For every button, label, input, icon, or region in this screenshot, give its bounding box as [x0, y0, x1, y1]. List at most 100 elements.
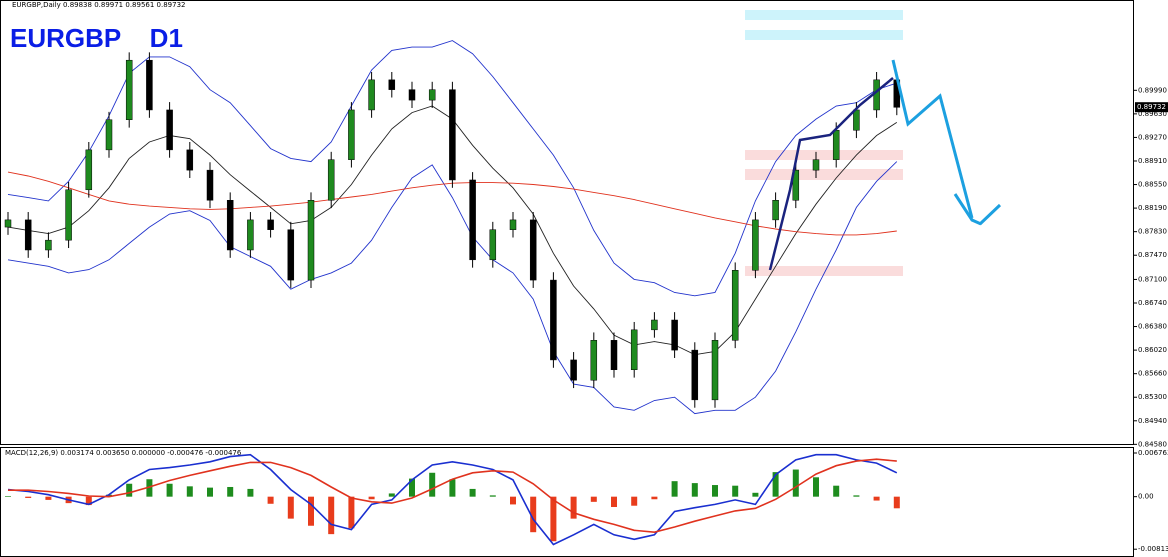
candle-body [146, 59, 153, 111]
histogram-bar [570, 496, 577, 519]
histogram-bar [590, 496, 597, 502]
candle-body [186, 149, 194, 171]
candle-body [873, 79, 880, 111]
candle-body [752, 219, 759, 271]
histogram-bar [247, 488, 254, 497]
candle-body [630, 329, 638, 370]
histogram-bar [691, 483, 698, 497]
candle-body [731, 270, 739, 341]
candle-body [287, 229, 295, 281]
histogram-bar [651, 496, 658, 500]
indicator-line [7, 40, 897, 297]
candle-body [45, 239, 52, 251]
y-tick-label: 0.87470 [1138, 251, 1167, 259]
candle-body [166, 109, 173, 151]
candle-body [4, 219, 12, 228]
zone [745, 266, 903, 276]
histogram-bar [611, 496, 617, 508]
y-tick-label: 0.88550 [1138, 181, 1167, 189]
histogram-bar [25, 496, 32, 498]
histogram-bar [671, 481, 678, 497]
histogram-bar [550, 496, 557, 542]
histogram-bar [631, 496, 638, 506]
histogram-bar [429, 472, 436, 497]
zone [745, 150, 903, 160]
price-label-bg [1135, 102, 1168, 113]
candle-body [307, 200, 315, 281]
histogram-bar [227, 486, 234, 497]
candle-body [449, 89, 456, 181]
candle-body [348, 109, 355, 160]
candle-body [206, 169, 214, 201]
candle-body [651, 319, 658, 331]
price-label: 0.89732 [1137, 103, 1166, 111]
histogram-bar [792, 469, 799, 497]
plot: 0.89990 0.89630 0.89270 0.88910 0.88550 0.881… [4, 40, 1168, 553]
histogram-bar [752, 492, 759, 497]
y-tick-label: 0.89270 [1138, 133, 1167, 141]
macd-header: MACD(12,26,9) 0.003174 0.003650 0.000000… [5, 449, 242, 457]
histogram-bar [409, 478, 415, 497]
y-tick-label: 0.86380 [1138, 323, 1167, 331]
candle-body [610, 340, 618, 370]
indicator-line [8, 458, 897, 534]
histogram-bar [449, 479, 456, 497]
candle-body [267, 219, 274, 230]
candle-body [408, 89, 416, 101]
histogram-bar [267, 496, 274, 504]
histogram-bar [873, 496, 880, 501]
histogram-bar [732, 485, 739, 497]
histogram-bar [5, 496, 11, 497]
candle-body [226, 200, 234, 251]
arrow-head [953, 193, 1002, 226]
candle-body [247, 219, 254, 251]
candle-body [85, 149, 93, 191]
histogram-bar [893, 496, 900, 509]
candle-body [792, 169, 800, 201]
candle-body [691, 349, 699, 401]
candle-body [105, 119, 113, 151]
candle-body [853, 109, 860, 131]
forecast-arrow [891, 59, 974, 219]
candle-body [671, 319, 678, 351]
candle-body [368, 79, 375, 111]
histogram-bar [85, 496, 92, 506]
y-tick-label: 0.87100 [1138, 275, 1167, 283]
price-panel [0, 0, 1134, 445]
y-tick-label: -0.008134 [1138, 545, 1168, 553]
indicator-line [7, 161, 898, 415]
y-tick-label: 0.86740 [1138, 299, 1167, 307]
y-tick-label: 0.88910 [1138, 157, 1167, 165]
candle-body [327, 159, 335, 201]
annotations [768, 59, 1002, 271]
zone [745, 30, 903, 40]
histogram-bar [166, 483, 173, 497]
candle-body [550, 279, 557, 361]
price-header: EURGBP,Daily 0.89838 0.89971 0.89561 0.8… [12, 1, 185, 9]
candle-body [489, 229, 497, 261]
indicator-line [7, 453, 898, 546]
candle-body [24, 219, 32, 251]
candle-body [388, 79, 396, 90]
zones [745, 10, 903, 276]
histogram-bar [328, 496, 335, 535]
zone [745, 169, 903, 180]
candle-body [832, 129, 840, 160]
y-tick-label: 0.84580 [1138, 440, 1167, 448]
histogram-bar [186, 486, 193, 497]
candle-body [529, 219, 537, 281]
zone [745, 10, 903, 20]
histogram-bar [348, 496, 355, 529]
candle-body [711, 340, 719, 401]
histogram-bar [489, 495, 496, 497]
histogram-bar [308, 496, 314, 526]
histogram-bar [469, 488, 476, 497]
histogram-bar [388, 493, 395, 497]
histogram-bar [146, 479, 153, 497]
histogram-bar [368, 496, 375, 500]
candle-body [812, 159, 820, 171]
histogram-bar [106, 494, 112, 497]
histogram-bar [287, 496, 294, 519]
macd-panel [0, 447, 1134, 557]
